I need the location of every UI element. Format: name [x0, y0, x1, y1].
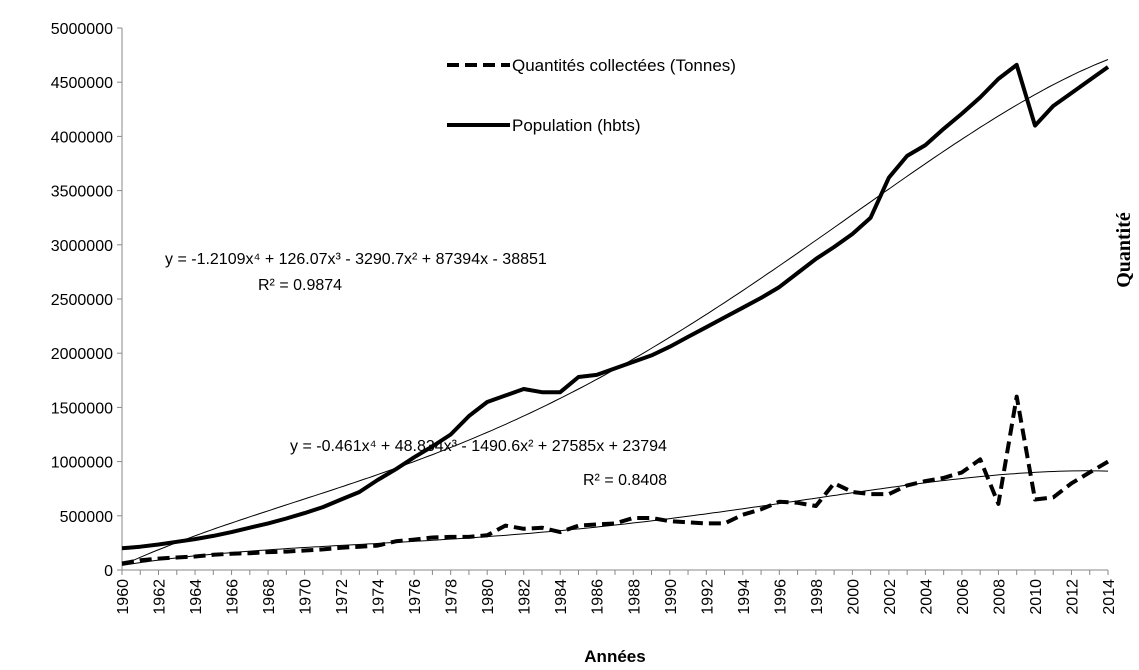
x-tick-label: 1960 — [115, 579, 132, 615]
y-tick-label: 3000000 — [51, 238, 113, 255]
x-tick-label: 1978 — [444, 579, 461, 615]
y-tick-label: 2000000 — [51, 346, 113, 363]
y2-axis-title: Quantité — [1113, 212, 1135, 288]
x-axis-title: Années — [584, 647, 645, 666]
x-tick-label: 2010 — [1028, 579, 1045, 615]
annotation: y = -1.2109x⁴ + 126.07x³ - 3290.7x² + 87… — [165, 251, 547, 268]
y-tick-label: 4500000 — [51, 75, 113, 92]
x-tick-label: 2008 — [991, 579, 1008, 615]
x-tick-label: 1988 — [626, 579, 643, 615]
x-tick-label: 2012 — [1064, 579, 1081, 615]
series-line — [121, 62, 1110, 551]
x-tick-label: 1964 — [188, 579, 205, 615]
x-tick-label: 2002 — [882, 579, 899, 615]
x-tick-label: 2000 — [845, 579, 862, 615]
x-tick-label: 1982 — [517, 579, 534, 615]
x-tick-label: 1976 — [407, 579, 424, 615]
y-tick-label: 1000000 — [51, 455, 113, 472]
y-tick-label: 3500000 — [51, 184, 113, 201]
trendline — [121, 59, 1109, 566]
x-tick-label: 1970 — [298, 579, 315, 615]
x-tick-label: 1974 — [371, 579, 388, 615]
series-line — [121, 394, 1110, 566]
x-tick-label: 1968 — [261, 579, 278, 615]
x-tick-label: 1966 — [225, 579, 242, 615]
x-tick-label: 1990 — [663, 579, 680, 615]
x-tick-label: 1962 — [152, 579, 169, 615]
trendline — [121, 470, 1109, 566]
y-tick-label: 4000000 — [51, 129, 113, 146]
x-tick-label: 1996 — [772, 579, 789, 615]
x-tick-label: 1986 — [590, 579, 607, 615]
x-tick-label: 1980 — [480, 579, 497, 615]
y-tick-label: 2500000 — [51, 292, 113, 309]
annotation: y = -0.461x⁴ + 48.834x³ - 1490.6x² + 275… — [290, 438, 667, 455]
y-tick-label: 1500000 — [51, 400, 113, 417]
x-tick-label: 2006 — [955, 579, 972, 615]
annotation: R² = 0.9874 — [258, 277, 342, 294]
x-tick-label: 1992 — [699, 579, 716, 615]
x-tick-label: 1972 — [334, 579, 351, 615]
legend-label: Quantités collectées (Tonnes) — [512, 56, 736, 75]
x-tick-label: 2014 — [1101, 579, 1118, 615]
y-tick-label: 0 — [104, 563, 113, 580]
legend-label: Population (hbts) — [512, 116, 641, 135]
y-tick-label: 500000 — [60, 509, 113, 526]
x-tick-label: 1998 — [809, 579, 826, 615]
x-tick-label: 1994 — [736, 579, 753, 615]
x-tick-label: 2004 — [918, 579, 935, 615]
y-tick-label: 5000000 — [51, 21, 113, 38]
x-tick-label: 1984 — [553, 579, 570, 615]
annotation: R² = 0.8408 — [583, 472, 667, 489]
